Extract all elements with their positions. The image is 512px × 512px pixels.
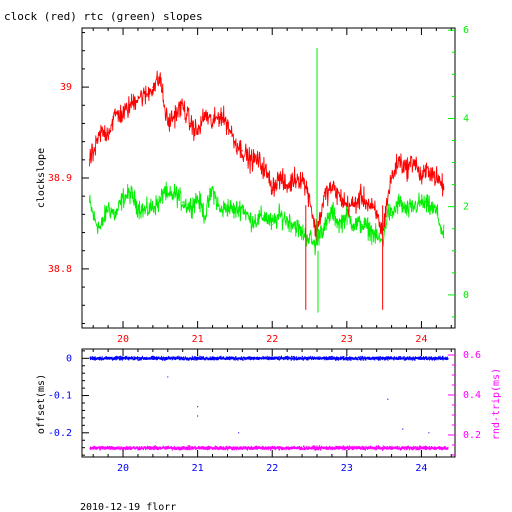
bottom-x-tick-label: 21	[192, 463, 204, 474]
chart-title: clock (red) rtc (green) slopes	[4, 10, 203, 23]
rndtrip-series-dots	[89, 445, 449, 451]
top-series-layer	[88, 47, 445, 313]
top-y-tick-label: 38.8	[48, 264, 72, 275]
top-y2-tick-label: 0	[463, 290, 469, 301]
clock-series-line	[89, 70, 445, 241]
offset-outlier-point	[197, 415, 199, 417]
top-x-tick-label: 21	[192, 334, 204, 345]
bottom-x-tick-label: 22	[266, 463, 278, 474]
offset-outlier-point	[402, 428, 404, 430]
bottom-y-tick-label: 0	[66, 353, 72, 364]
bottom-y-tick-label: -0.1	[48, 391, 72, 402]
footer-date-label: 2010-12-19 florr	[80, 502, 176, 512]
top-y-tick-label: 38.9	[48, 173, 72, 184]
offset-outlier-point	[428, 432, 430, 434]
clock-point	[219, 113, 221, 115]
rtc-point	[182, 201, 184, 203]
top-x-tick-label: 23	[341, 334, 353, 345]
top-x-tick-label: 22	[266, 334, 278, 345]
bottom-y-axis-label: offset(ms)	[36, 374, 47, 434]
top-y2-tick-label: 6	[463, 25, 469, 36]
bottom-y-tick-label: -0.2	[48, 428, 72, 439]
clock-point	[241, 150, 243, 152]
offset-outlier-point	[167, 376, 169, 378]
bottom-y2-tick-label: 0.2	[463, 430, 481, 441]
bottom-y2-tick-label: 0.4	[463, 390, 481, 401]
rtc-point	[167, 197, 169, 199]
bottom-series-layer	[89, 355, 449, 451]
top-x-tick-label: 24	[415, 334, 427, 345]
bottom-y2-axis-label: rnd-trip(ms)	[491, 368, 502, 440]
bottom-plot-frame	[81, 348, 456, 458]
top-x-tick-label: 20	[117, 334, 129, 345]
offset-outlier-point	[387, 398, 389, 400]
top-y2-tick-label: 2	[463, 202, 469, 213]
bottom-axes-layer: 20 21 22 23 24 0 -0.1 -0.2 0.2 0.4 0.6	[48, 349, 481, 474]
clock-point	[189, 122, 191, 125]
offset-outlier-point	[238, 432, 240, 434]
offset-series-dots	[89, 355, 449, 361]
top-y2-tick-label: 4	[463, 113, 469, 124]
top-y-tick-label: 39	[60, 82, 72, 93]
offset-outlier-point	[197, 406, 199, 408]
bottom-x-tick-label: 23	[341, 463, 353, 474]
top-y-axis-label: clockslope	[36, 148, 47, 208]
rtc-point	[100, 228, 102, 230]
bottom-x-tick-label: 20	[117, 463, 129, 474]
bottom-y2-tick-label: 0.6	[463, 350, 481, 361]
bottom-x-tick-label: 24	[415, 463, 427, 474]
rtc-series-line	[89, 181, 445, 256]
